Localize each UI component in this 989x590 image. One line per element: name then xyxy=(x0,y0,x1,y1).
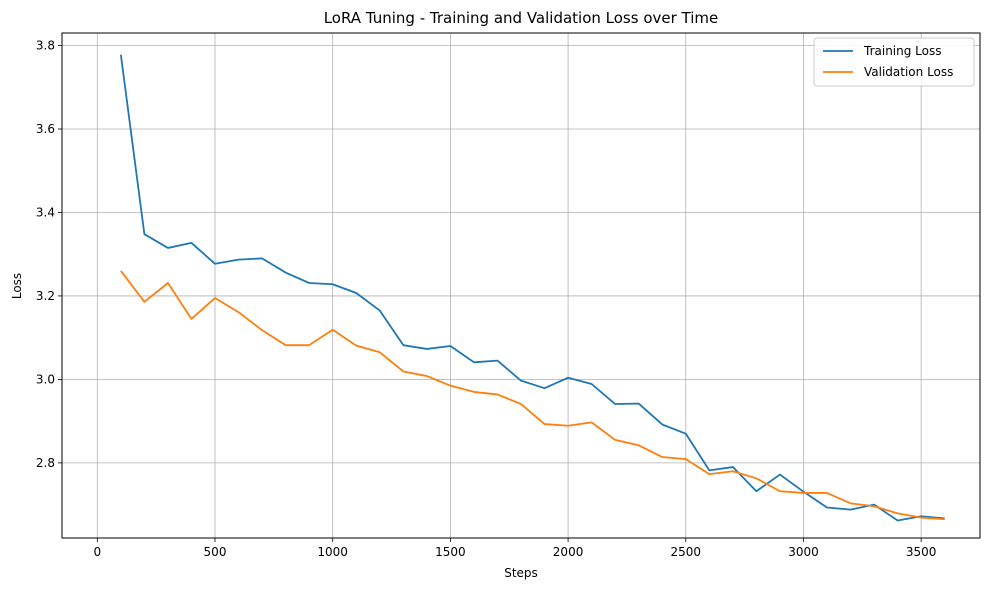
x-axis-label: Steps xyxy=(504,566,538,580)
y-tick-label: 3.8 xyxy=(36,39,55,53)
y-tick-label: 3.6 xyxy=(36,122,55,136)
legend-label-training-loss: Training Loss xyxy=(863,44,941,58)
series-layer xyxy=(119,54,945,522)
x-tick-label: 3000 xyxy=(788,545,819,559)
x-tick-label: 2500 xyxy=(670,545,701,559)
x-tick-label: 2000 xyxy=(553,545,584,559)
y-tick-label: 2.8 xyxy=(36,456,55,470)
chart-title: LoRA Tuning - Training and Validation Lo… xyxy=(324,9,719,27)
legend: Training Loss Validation Loss xyxy=(813,37,975,87)
legend-label-validation-loss: Validation Loss xyxy=(864,65,953,79)
x-tick-label: 500 xyxy=(204,545,227,559)
series-line-training-loss xyxy=(119,54,945,522)
y-axis-ticks: 2.8 3.0 3.2 3.4 3.6 3.8 xyxy=(36,39,62,470)
y-axis-label: Loss xyxy=(10,273,24,299)
x-tick-label: 0 xyxy=(93,545,101,559)
y-tick-label: 3.2 xyxy=(36,289,55,303)
x-tick-label: 3500 xyxy=(906,545,937,559)
x-tick-label: 1000 xyxy=(317,545,348,559)
y-tick-label: 3.0 xyxy=(36,372,55,386)
legend-box xyxy=(813,37,975,87)
plot-frame xyxy=(61,32,981,539)
y-tick-label: 3.4 xyxy=(36,205,55,219)
series-line-validation-loss xyxy=(120,270,945,521)
x-axis-ticks: 0 500 1000 1500 2000 2500 3000 3500 xyxy=(93,538,936,559)
x-tick-label: 1500 xyxy=(435,545,466,559)
